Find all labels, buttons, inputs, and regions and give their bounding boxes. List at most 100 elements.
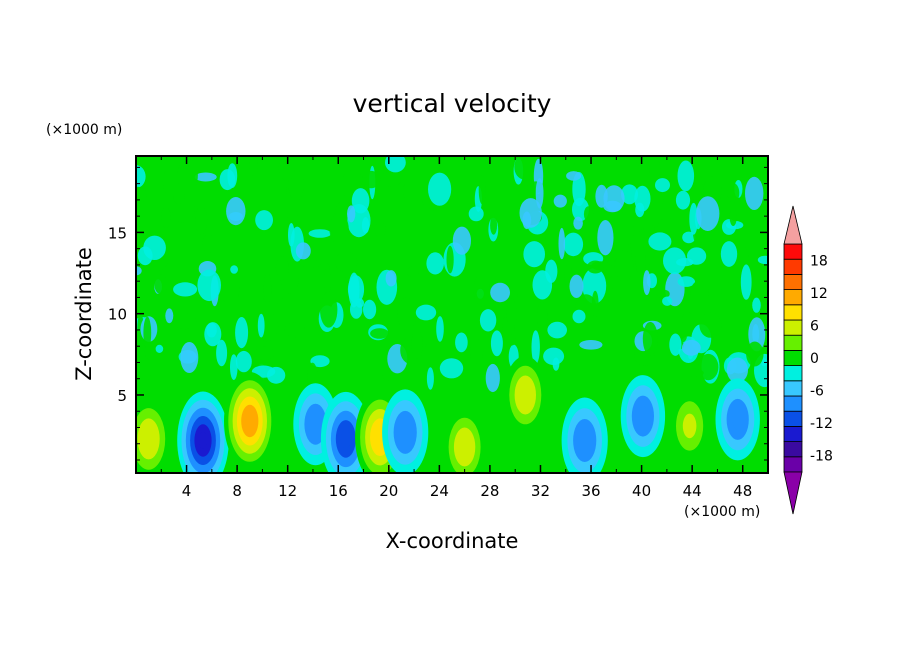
colorbar-swatch (783, 410, 803, 427)
turbulence-patch (684, 368, 704, 377)
turbulence-patch (643, 224, 655, 234)
turbulence-patch (656, 289, 670, 299)
turbulence-patch (740, 264, 752, 300)
colorbar-swatch (783, 319, 803, 336)
colorbar-tick-label: 0 (810, 351, 819, 367)
turbulence-patch (180, 342, 199, 373)
turbulence-patch (288, 223, 295, 247)
turbulence-patch (676, 258, 694, 267)
turbulence-patch (574, 156, 591, 171)
y-tick-label: 15 (108, 224, 127, 242)
turbulence-patch (385, 270, 397, 287)
turbulence-patch (611, 212, 635, 249)
turbulence-patch (552, 357, 560, 371)
turbulence-patch (490, 282, 510, 303)
x-tick-label: 40 (632, 482, 651, 500)
x-tick-label: 20 (379, 482, 398, 500)
turbulence-patch (161, 207, 171, 228)
turbulence-patch (682, 231, 696, 244)
turbulence-patch (195, 205, 208, 235)
x-tick-label: 16 (329, 482, 348, 500)
turbulence-patch (689, 202, 698, 235)
turbulence-patch (136, 165, 146, 189)
turbulence-patch (729, 208, 737, 226)
turbulence-patch (478, 175, 486, 205)
turbulence-patch (655, 178, 670, 193)
turbulence-patch (569, 274, 584, 298)
turbulence-patch (347, 205, 356, 223)
turbulence-patch (677, 276, 695, 287)
y-tick-label: 5 (117, 387, 127, 405)
y-tick-label: 10 (108, 306, 127, 324)
turbulence-patch (699, 312, 722, 338)
turbulence-patch (230, 354, 238, 380)
velocity-cell-contour (459, 437, 470, 457)
velocity-cell-contour (637, 405, 649, 427)
turbulence-patch (608, 287, 621, 311)
turbulence-patch (428, 172, 452, 206)
turbulence-patch (374, 222, 386, 238)
turbulence-patch (752, 297, 761, 313)
turbulence-patch (155, 344, 164, 353)
turbulence-patch (143, 235, 166, 260)
colorbar-extend-high (783, 205, 803, 245)
turbulence-patch (382, 367, 392, 381)
turbulence-patch (757, 255, 768, 265)
velocity-cell-contour (520, 385, 531, 405)
turbulence-patch (335, 251, 358, 273)
turbulence-patch (490, 330, 503, 357)
turbulence-patch (614, 250, 634, 282)
turbulence-patch (411, 329, 423, 359)
turbulence-patch (662, 296, 673, 306)
x-tick-label: 44 (683, 482, 702, 500)
turbulence-patch (226, 197, 246, 226)
velocity-cell-contour (578, 429, 591, 452)
velocity-cell-contour (682, 413, 697, 439)
colorbar-swatch (783, 289, 803, 306)
colorbar-swatch (783, 273, 803, 290)
turbulence-patch (746, 341, 764, 367)
turbulence-patch (415, 304, 437, 321)
turbulence-patch (535, 178, 544, 209)
turbulence-patch (194, 172, 217, 182)
turbulence-patch (597, 220, 614, 256)
colorbar-extend-low (783, 471, 803, 515)
colorbar-tick-label: 12 (810, 286, 828, 302)
turbulence-patch (426, 367, 434, 390)
colorbar-swatch (783, 456, 803, 473)
turbulence-patch (426, 252, 445, 275)
turbulence-patch (173, 282, 198, 297)
turbulence-patch (136, 354, 151, 386)
colorbar-swatch (783, 425, 803, 442)
turbulence-patch (726, 357, 749, 383)
turbulence-patch (351, 188, 370, 214)
turbulence-patch (165, 308, 174, 324)
velocity-cell-contour (399, 421, 412, 444)
turbulence-patch (436, 316, 444, 342)
velocity-cell-contour (245, 412, 255, 430)
turbulence-patch (177, 157, 198, 193)
turbulence-patch (675, 190, 691, 210)
colorbar-swatch (783, 258, 803, 275)
x-tick-label: 24 (430, 482, 449, 500)
colorbar-swatch (783, 349, 803, 366)
turbulence-patch (452, 226, 471, 255)
turbulence-patch (221, 274, 240, 306)
turbulence-patch (406, 266, 420, 277)
colorbar-tick-label: 6 (810, 318, 819, 334)
colorbar-swatch (783, 243, 803, 260)
turbulence-patch (522, 211, 532, 230)
turbulence-patch (206, 322, 217, 338)
y-unit-label: (×1000 m) (46, 122, 122, 138)
turbulence-patch (257, 313, 265, 338)
turbulence-patch (295, 242, 311, 260)
turbulence-patch (681, 312, 695, 326)
turbulence-patch (216, 339, 228, 367)
turbulence-patch (720, 241, 738, 267)
turbulence-patch (587, 260, 604, 274)
x-tick-label: 48 (733, 482, 752, 500)
turbulence-patch (573, 216, 583, 230)
velocity-cell-contour (143, 428, 155, 450)
